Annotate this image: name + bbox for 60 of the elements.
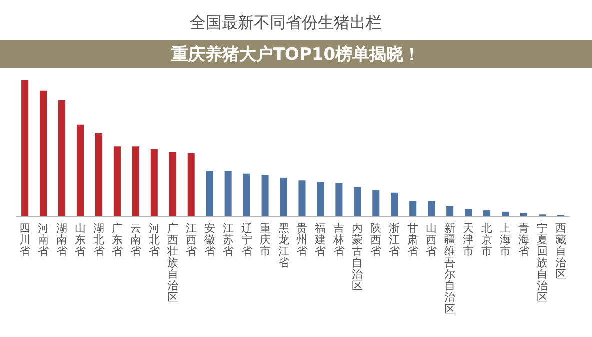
bar [298,180,306,216]
x-tick-label: 北京市 [482,222,493,258]
bar [114,146,121,216]
x-tick-label: 天津市 [463,222,474,258]
x-tick-label: 安徽省 [204,222,216,258]
bar [188,153,195,216]
bar [410,201,417,216]
x-tick-label: 河南省 [38,222,50,258]
x-tick-label: 西藏自治区 [555,222,566,282]
x-tick-label: 湖北省 [93,222,104,258]
x-tick-label: 四川省 [20,222,31,258]
x-tick-label: 黑龙江省 [278,222,290,270]
bar [150,149,158,216]
bar [76,124,84,216]
x-tick-label: 陕西省 [370,222,382,258]
x-tick-label: 青海省 [518,222,530,258]
bar [224,171,232,216]
x-tick-label: 浙江省 [389,222,400,258]
x-tick-label: 福建省 [314,222,326,258]
bar [372,190,380,216]
x-tick-label: 贵州省 [296,222,308,258]
bar [206,171,214,216]
x-tick-label: 甘肃省 [408,222,419,258]
x-tick-label: 新疆维吾尔自治区 [444,222,456,316]
bar [391,192,398,216]
x-tick-label: 江西省 [186,222,197,258]
x-tick-label: 上海市 [500,222,512,258]
bar [22,80,29,216]
x-tick-label: 山东省 [74,222,86,258]
x-tick-label: 广东省 [112,222,123,258]
bar [502,212,510,216]
bar [317,182,324,216]
x-tick-label: 内蒙古自治区 [352,222,364,293]
x-tick-label: 湖南省 [56,222,68,258]
x-tick-label: 山西省 [426,222,438,258]
bar [520,213,528,216]
chart-title: 全国最新不同省份生猪出栏 [190,13,382,32]
x-tick-label: 宁夏回族自治区 [536,222,548,304]
bar [58,100,66,216]
bar [132,146,140,216]
bar [243,174,250,216]
bar [428,201,436,216]
bar [95,133,102,216]
bar [280,178,288,216]
x-tick-label: 江苏省 [222,222,234,258]
x-tick-label: 广西壮族自治区 [166,222,178,304]
bar [484,210,491,216]
bar [446,206,454,216]
text: 重庆养猪大户TOP10榜单揭晓！ [170,45,421,65]
bar [336,183,343,216]
x-tick-label: 重庆市 [260,222,271,258]
bar [262,175,269,216]
bar [465,209,472,216]
bar [169,152,176,216]
bar [40,90,48,216]
x-tick-label: 吉林省 [332,222,345,258]
x-tick-label: 河北省 [148,222,160,258]
x-tick-label: 云南省 [130,222,142,258]
x-tick-label: 辽宁省 [241,222,252,258]
bar [354,187,362,216]
